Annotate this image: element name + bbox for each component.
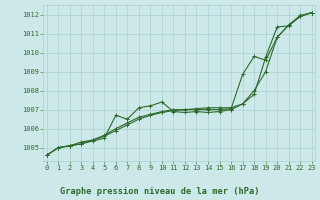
Text: Graphe pression niveau de la mer (hPa): Graphe pression niveau de la mer (hPa)	[60, 187, 260, 196]
